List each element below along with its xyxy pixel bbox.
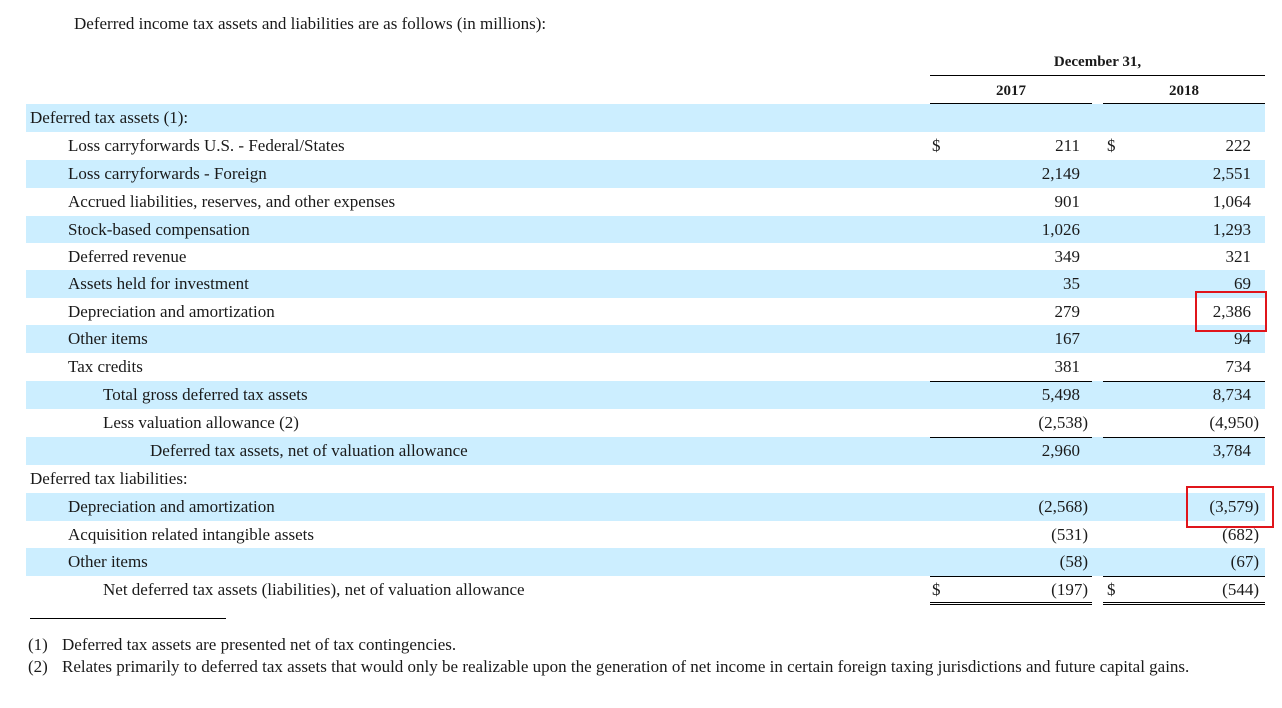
value-2018: (682) (1222, 524, 1259, 544)
row-label: Deferred tax liabilities: (30, 469, 188, 488)
row-label: Net deferred tax assets (liabilities), n… (103, 580, 525, 599)
section-header-row: Deferred tax liabilities: (26, 465, 1265, 493)
subtotal-rule (1103, 576, 1265, 577)
value-2017: 1,026 (1041, 219, 1080, 239)
year-rule-2017 (930, 103, 1092, 104)
table-row: Accrued liabilities, reserves, and other… (26, 188, 1265, 216)
row-label: Loss carryforwards - Foreign (68, 164, 267, 183)
intro-text: Deferred income tax assets and liabiliti… (74, 14, 547, 33)
table-row: Other items (58) (67) (26, 548, 1265, 576)
table-row: Tax credits 381 734 (26, 353, 1265, 381)
value-2017: 381 (1054, 357, 1081, 376)
value-2017: 2,960 (1041, 441, 1080, 460)
row-label: Depreciation and amortization (68, 301, 275, 321)
value-2017: 279 (1054, 301, 1081, 321)
highlight-box (1195, 291, 1267, 332)
value-2017: (2,538) (1038, 413, 1088, 432)
period-header-rule (930, 75, 1265, 76)
table-row: Loss carryforwards - Foreign 2,149 2,551 (26, 160, 1265, 188)
row-label: Deferred revenue (68, 246, 187, 266)
subtotal-rule (1103, 437, 1265, 438)
footnote-1-marker: (1) (28, 635, 48, 654)
footnote-1-text: Deferred tax assets are presented net of… (62, 635, 457, 654)
value-2018: (67) (1230, 552, 1259, 571)
value-2018: 1,293 (1212, 219, 1251, 239)
value-2018: 2,386 (1212, 301, 1251, 321)
footnote-2-marker: (2) (28, 657, 48, 676)
subtotal-rule (930, 437, 1092, 438)
value-2018: 222 (1225, 136, 1252, 155)
value-2018: (3,579) (1209, 497, 1259, 516)
total-double-rule (930, 602, 1092, 605)
footnote-1: (1) (28, 634, 48, 656)
value-2018: 69 (1234, 274, 1251, 293)
subtotal-rule (930, 381, 1092, 382)
value-2018: 2,551 (1212, 164, 1251, 183)
subtotal-rule (930, 576, 1092, 577)
row-label: Other items (68, 329, 148, 348)
dollar-sign-2017: $ (932, 580, 941, 599)
value-2017: 349 (1054, 246, 1081, 266)
table-row: Less valuation allowance (2) (2,538) (4,95… (26, 409, 1265, 437)
dollar-sign-2017: $ (932, 136, 941, 155)
row-label: Assets held for investment (68, 274, 249, 293)
value-2017: (197) (1051, 580, 1088, 599)
table-row: Net deferred tax assets (liabilities), n… (26, 576, 1265, 604)
year-header-2018: 2018 (1169, 83, 1199, 99)
value-2017: 5,498 (1041, 385, 1080, 404)
row-label: Other items (68, 552, 148, 571)
tax-table: Deferred tax assets (1): Loss carryforwar… (26, 104, 1265, 604)
footnote-rule (30, 618, 226, 619)
value-2017: (531) (1051, 524, 1088, 544)
value-2018: (544) (1222, 580, 1259, 599)
highlight-box (1186, 486, 1274, 528)
value-2017: 167 (1054, 329, 1081, 348)
value-2018: 1,064 (1212, 192, 1251, 211)
row-label: Tax credits (68, 357, 143, 376)
value-2017: (2,568) (1038, 497, 1088, 516)
row-label: Depreciation and amortization (68, 497, 275, 516)
row-label: Less valuation allowance (2) (103, 413, 299, 432)
dollar-sign-2018: $ (1107, 136, 1116, 155)
row-label: Accrued liabilities, reserves, and other… (68, 192, 396, 211)
table-row: Assets held for investment 35 69 (26, 270, 1265, 298)
row-label: Stock-based compensation (68, 219, 250, 239)
table-row: Deferred revenue 349 321 (26, 243, 1265, 270)
table-row: Acquisition related intangible assets (53… (26, 521, 1265, 548)
value-2017: 211 (1055, 136, 1080, 155)
row-label: Acquisition related intangible assets (68, 524, 314, 544)
value-2018: (4,950) (1209, 413, 1259, 432)
value-2017: 901 (1054, 192, 1081, 211)
table-row: Loss carryforwards U.S. - Federal/States… (26, 132, 1265, 160)
row-label: Total gross deferred tax assets (103, 385, 308, 404)
subtotal-rule (1103, 381, 1265, 382)
table-row: Depreciation and amortization 279 2,386 (26, 298, 1265, 325)
total-double-rule (1103, 602, 1265, 605)
value-2018: 3,784 (1212, 441, 1251, 460)
table-row: Deferred tax assets, net of valuation al… (26, 437, 1265, 465)
dollar-sign-2018: $ (1107, 580, 1116, 599)
table-row: Other items 167 94 (26, 325, 1265, 353)
year-header-2017: 2017 (996, 83, 1026, 99)
section-header-row: Deferred tax assets (1): (26, 104, 1265, 132)
row-label: Loss carryforwards U.S. - Federal/States (68, 136, 345, 155)
value-2018: 734 (1225, 357, 1252, 376)
value-2017: (58) (1059, 552, 1088, 571)
table-row: Total gross deferred tax assets 5,498 8,73… (26, 381, 1265, 409)
footnote-2-text: Relates primarily to deferred tax assets… (62, 657, 1190, 676)
row-label: Deferred tax assets (1): (30, 108, 189, 127)
value-2017: 35 (1063, 274, 1080, 293)
value-2018: 8,734 (1212, 385, 1251, 404)
year-rule-2018 (1103, 103, 1265, 104)
table-row: Stock-based compensation 1,026 1,293 (26, 216, 1265, 243)
value-2018: 321 (1225, 246, 1252, 266)
row-label: Deferred tax assets, net of valuation al… (150, 441, 468, 460)
table-row: Depreciation and amortization (2,568) (3,5… (26, 493, 1265, 521)
period-header: December 31, (1053, 54, 1142, 70)
footnote-2: (2) (28, 656, 48, 678)
value-2018: 94 (1234, 329, 1251, 348)
value-2017: 2,149 (1041, 164, 1080, 183)
